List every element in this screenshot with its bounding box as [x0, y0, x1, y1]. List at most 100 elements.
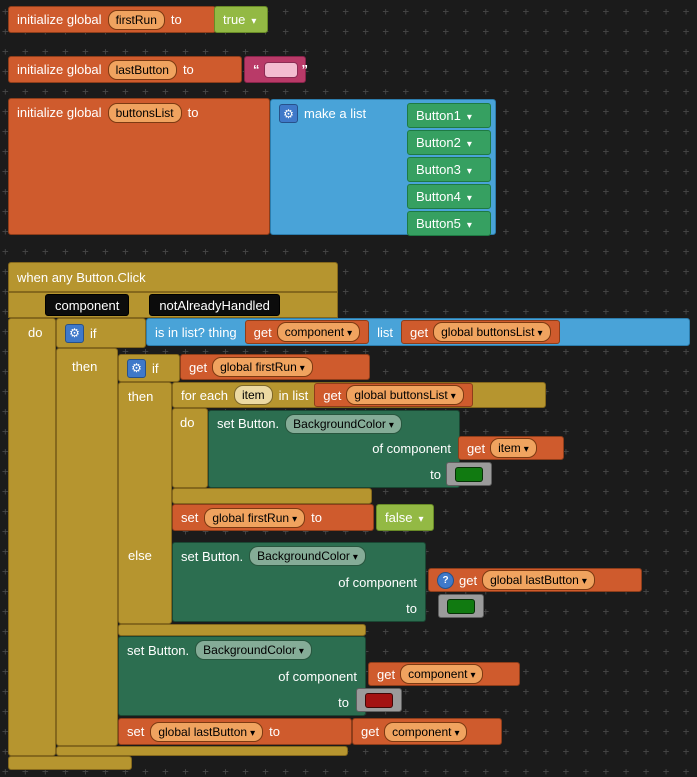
get-component-block[interactable]: get component [352, 718, 502, 745]
get-global-firstrun-block[interactable]: get global firstRun [180, 354, 370, 380]
get-item-block[interactable]: get item [458, 436, 564, 460]
dropdown-arrow-icon[interactable] [524, 441, 529, 455]
color-block-green[interactable] [438, 594, 484, 618]
of-component-label: of component [278, 668, 357, 684]
get-label: get [361, 724, 380, 739]
to-label: to [311, 510, 322, 525]
variable-name: component [392, 724, 452, 739]
component-block-button3[interactable]: Button3 [407, 157, 491, 182]
component-block-button2[interactable]: Button2 [407, 130, 491, 155]
dropdown-arrow-icon[interactable] [467, 162, 472, 177]
variable-name-field[interactable]: buttonsList [107, 102, 182, 123]
dropdown-arrow-icon[interactable] [470, 667, 475, 681]
dropdown-arrow-icon[interactable] [347, 325, 352, 339]
logic-true-block[interactable]: true [214, 6, 268, 33]
color-swatch-red[interactable] [365, 692, 393, 708]
variable-dropdown[interactable]: component [276, 322, 361, 342]
mutator-gear-icon[interactable] [279, 104, 298, 123]
variable-dropdown[interactable]: global buttonsList [346, 385, 464, 405]
loop-variable-name: item [241, 388, 265, 402]
dropdown-arrow-icon[interactable] [299, 643, 304, 657]
inner-if-bottom-bar[interactable] [118, 624, 366, 636]
property-dropdown[interactable]: BackgroundColor [195, 640, 312, 660]
outer-if-bottom-bar[interactable] [56, 746, 348, 756]
variable-name-field[interactable]: lastButton [107, 59, 177, 80]
dropdown-arrow-icon[interactable] [451, 388, 456, 402]
set-button-label: set Button. [181, 548, 244, 564]
dropdown-arrow-icon[interactable] [251, 12, 256, 27]
dropdown-arrow-icon[interactable] [292, 511, 297, 525]
component-block-button4[interactable]: Button4 [407, 184, 491, 209]
when-any-button-click-header[interactable]: when any Button.Click [8, 262, 338, 292]
set-backgroundcolor-block[interactable]: set Button. BackgroundColor of component… [208, 410, 460, 488]
set-global-firstrun-block[interactable]: set global firstRun to [172, 504, 374, 531]
dropdown-arrow-icon[interactable] [300, 360, 305, 374]
color-swatch-green[interactable] [447, 598, 475, 614]
when-block-params-row[interactable]: component notAlreadyHandled [8, 292, 338, 318]
component-block-button1[interactable]: Button1 [407, 103, 491, 128]
get-global-buttonslist-block[interactable]: get global buttonsList [314, 383, 473, 407]
dropdown-arrow-icon[interactable] [250, 725, 255, 739]
outer-if-left-spine[interactable] [56, 348, 118, 746]
color-block-red[interactable] [356, 688, 402, 712]
init-global-buttonslist-block[interactable]: initialize global buttonsList to [8, 98, 270, 235]
dropdown-arrow-icon[interactable] [467, 189, 472, 204]
init-global-firstrun-block[interactable]: initialize global firstRun to [8, 6, 216, 33]
if-label: if [90, 325, 97, 341]
set-backgroundcolor-block[interactable]: set Button. BackgroundColor of component… [118, 636, 366, 716]
variable-dropdown[interactable]: global firstRun [204, 507, 306, 528]
variable-name-field[interactable]: firstRun [107, 9, 165, 30]
color-block-green[interactable] [446, 462, 492, 486]
property-dropdown[interactable]: BackgroundColor [285, 413, 402, 434]
get-global-buttonslist-block[interactable]: get global buttonsList [401, 320, 560, 344]
component-name: Button4 [416, 189, 461, 204]
variable-dropdown[interactable]: global buttonsList [433, 322, 551, 342]
set-backgroundcolor-block[interactable]: set Button. BackgroundColor of component… [172, 542, 426, 622]
set-global-lastbutton-block[interactable]: set global lastButton to [118, 718, 352, 745]
variable-dropdown[interactable]: global firstRun [212, 357, 313, 377]
variable-dropdown[interactable]: item [490, 438, 537, 458]
inner-if-block-header[interactable]: if [118, 354, 180, 382]
get-global-lastbutton-block[interactable]: get global lastButton [428, 568, 642, 592]
variable-dropdown[interactable]: component [384, 721, 468, 742]
warning-question-icon[interactable] [437, 571, 454, 589]
make-a-list-block[interactable]: make a list Button1 Button2 Button3 Butt… [270, 99, 496, 236]
get-label: get [467, 440, 486, 456]
text-value-field[interactable] [263, 61, 298, 78]
variable-dropdown[interactable]: component [400, 664, 484, 684]
init-global-lastbutton-block[interactable]: initialize global lastButton to [8, 56, 242, 83]
property-dropdown[interactable]: BackgroundColor [249, 546, 366, 566]
dropdown-arrow-icon[interactable] [467, 135, 472, 150]
when-block-left-spine[interactable] [8, 318, 56, 756]
outer-if-block-header[interactable]: if [56, 318, 146, 348]
dropdown-arrow-icon[interactable] [467, 108, 472, 123]
dropdown-arrow-icon[interactable] [353, 549, 358, 563]
color-swatch-green[interactable] [455, 466, 483, 482]
logic-false-block[interactable]: false [376, 504, 434, 531]
inner-if-left-spine[interactable] [118, 382, 172, 624]
dropdown-arrow-icon[interactable] [538, 325, 543, 339]
for-each-block-header[interactable]: for each item in list get global buttons… [172, 382, 546, 408]
dropdown-arrow-icon[interactable] [454, 725, 459, 739]
loop-variable-field[interactable]: item [233, 385, 273, 405]
is-in-list-block[interactable]: is in list? thing get component list get… [146, 318, 690, 346]
get-component-block[interactable]: get component [244, 320, 370, 344]
when-block-bottom-bar[interactable] [8, 756, 132, 770]
component-block-button5[interactable]: Button5 [407, 211, 491, 236]
dropdown-arrow-icon[interactable] [389, 417, 394, 431]
variable-dropdown[interactable]: global lastButton [150, 721, 264, 742]
text-string-block[interactable]: “ ” [244, 56, 308, 83]
get-component-block[interactable]: get component [368, 662, 520, 686]
variable-name: global buttonsList [354, 388, 448, 402]
mutator-gear-icon[interactable] [127, 358, 146, 378]
variable-dropdown[interactable]: global lastButton [482, 570, 595, 590]
for-each-left-spine[interactable] [172, 408, 208, 488]
dropdown-arrow-icon[interactable] [418, 510, 423, 525]
dropdown-arrow-icon[interactable] [582, 573, 587, 587]
for-each-bottom-bar[interactable] [172, 488, 372, 504]
param-not-already-handled[interactable]: notAlreadyHandled [149, 294, 280, 316]
mutator-gear-icon[interactable] [65, 323, 84, 343]
param-component[interactable]: component [45, 294, 130, 316]
dropdown-arrow-icon[interactable] [467, 216, 472, 231]
